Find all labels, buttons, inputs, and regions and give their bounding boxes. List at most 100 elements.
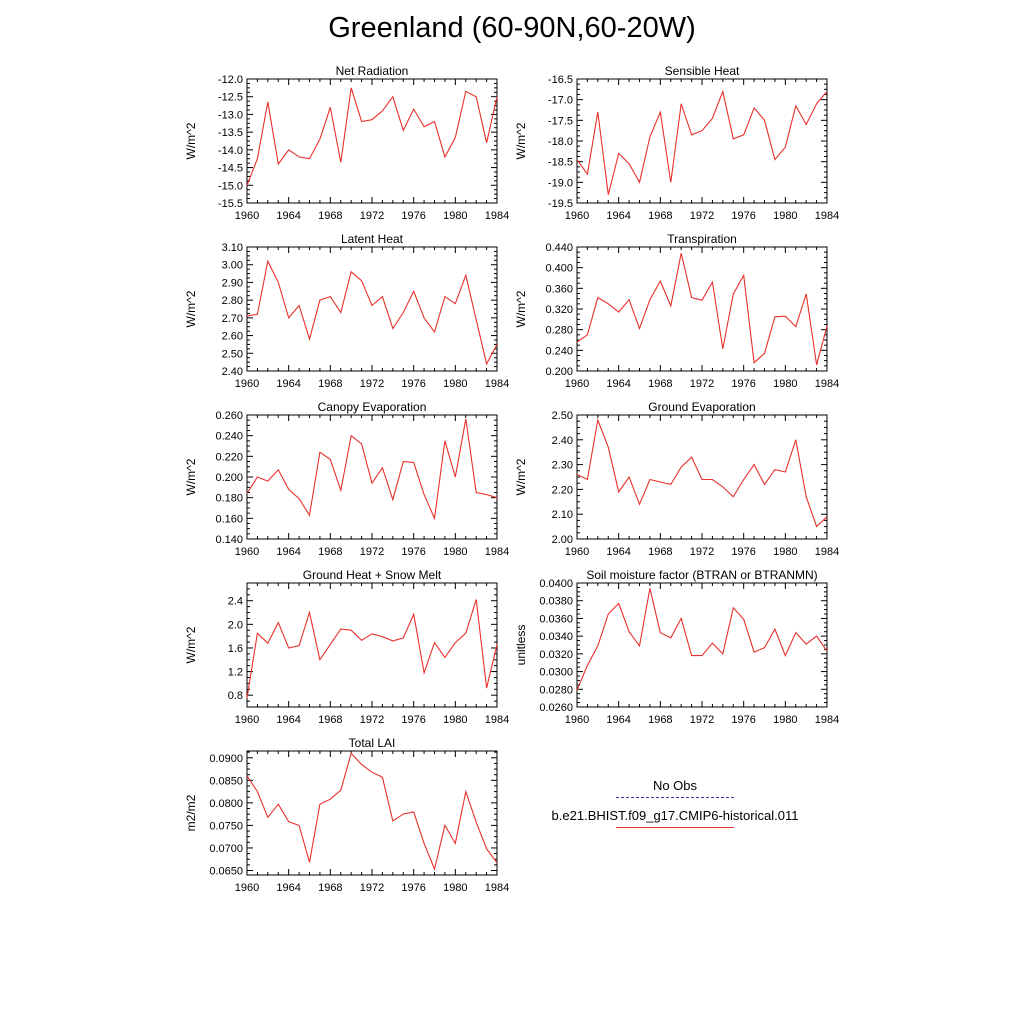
panel-8: 1960 1964 1968 1972 1976 1980 1984 0.0260 0.0280…: [514, 568, 839, 726]
x-tick-label: 1964: [276, 546, 300, 558]
y-tick-label: 0.0900: [209, 753, 243, 765]
y-tick-label: 2.50: [222, 348, 243, 360]
series-line: [246, 752, 498, 871]
page-title: Greenland (60-90N,60-20W): [328, 12, 696, 44]
panel-frame: [576, 414, 828, 540]
panel-frame: [576, 78, 828, 204]
panel-frame: [246, 414, 498, 540]
panel-title: Sensible Heat: [665, 64, 740, 78]
y-axis-label: W/m^2: [184, 626, 198, 663]
y-tick-label: 2.10: [552, 509, 573, 521]
series-line: [246, 87, 498, 186]
series-line: [576, 253, 828, 365]
y-tick-label: -19.5: [548, 198, 573, 210]
panel-frame: [246, 582, 498, 708]
x-tick-label: 1976: [731, 714, 755, 726]
x-tick-label: 1960: [565, 546, 589, 558]
x-tick-label: 1984: [815, 378, 839, 390]
x-tick-label: 1964: [276, 378, 300, 390]
y-tick-label: 0.200: [545, 366, 573, 378]
panel-title: Latent Heat: [341, 232, 404, 246]
panel-9: 1960 1964 1968 1972 1976 1980 1984 0.0650 0.0700…: [184, 736, 509, 894]
y-tick-label: 0.0340: [539, 631, 573, 643]
x-tick-label: 1968: [648, 546, 672, 558]
y-tick-label: 2.90: [222, 277, 243, 289]
y-axis-label: W/m^2: [184, 290, 198, 327]
x-tick-label: 1960: [235, 210, 259, 222]
x-tick-label: 1972: [690, 714, 714, 726]
y-tick-label: -13.5: [218, 127, 243, 139]
panel-4: 1960 1964 1968 1972 1976 1980 1984 0.200 0.240 0.…: [514, 232, 839, 390]
y-tick-label: 0.180: [215, 493, 243, 505]
x-tick-label: 1972: [360, 714, 384, 726]
x-tick-label: 1980: [443, 546, 467, 558]
y-tick-label: -12.5: [218, 92, 243, 104]
y-tick-label: 2.80: [222, 295, 243, 307]
y-tick-label: 1.6: [228, 643, 243, 655]
x-tick-label: 1964: [606, 210, 630, 222]
legend-obs-label: No Obs: [652, 778, 698, 793]
x-tick-label: 1972: [690, 210, 714, 222]
panel-frame: [246, 750, 498, 876]
y-tick-label: 0.0850: [209, 775, 243, 787]
y-axis-label: m2/m2: [184, 794, 198, 831]
panel-title: Net Radiation: [336, 64, 409, 78]
x-tick-label: 1976: [731, 378, 755, 390]
y-tick-label: 0.140: [215, 534, 243, 546]
x-tick-label: 1976: [401, 378, 425, 390]
x-tick-label: 1968: [648, 378, 672, 390]
y-tick-label: -12.0: [218, 74, 243, 86]
y-tick-label: 0.0400: [539, 578, 573, 590]
y-tick-label: 0.320: [545, 304, 573, 316]
x-tick-label: 1964: [606, 546, 630, 558]
x-tick-label: 1984: [815, 210, 839, 222]
y-tick-label: 0.220: [215, 451, 243, 463]
legend-model-line: [616, 827, 734, 828]
x-tick-label: 1976: [731, 210, 755, 222]
panel-title: Soil moisture factor (BTRAN or BTRANMN): [586, 568, 817, 582]
y-tick-label: 0.160: [215, 513, 243, 525]
y-tick-label: -14.0: [218, 145, 243, 157]
x-tick-label: 1984: [485, 210, 509, 222]
y-tick-label: -17.5: [548, 115, 573, 127]
legend: No Obs b.e21.BHIST.f09_g17.CMIP6-histori…: [530, 778, 820, 828]
y-tick-label: 0.8: [228, 690, 243, 702]
y-axis-label: W/m^2: [514, 122, 528, 159]
y-tick-label: 0.0300: [539, 667, 573, 679]
y-tick-label: 0.200: [215, 472, 243, 484]
panel-title: Canopy Evaporation: [318, 400, 427, 414]
y-tick-label: 2.4: [228, 596, 243, 608]
series-line: [576, 89, 828, 195]
y-axis-label: W/m^2: [184, 458, 198, 495]
x-tick-label: 1976: [401, 210, 425, 222]
y-tick-label: 2.40: [222, 366, 243, 378]
x-tick-label: 1980: [443, 210, 467, 222]
panel-3: 1960 1964 1968 1972 1976 1980 1984 2.40 2.50 2.60…: [184, 232, 509, 390]
panel-2: 1960 1964 1968 1972 1976 1980 1984 -19.5 -19.0 -1…: [514, 64, 839, 222]
x-tick-label: 1980: [443, 882, 467, 894]
series-line: [576, 417, 828, 528]
series-line: [246, 419, 498, 521]
x-tick-label: 1980: [773, 546, 797, 558]
x-tick-label: 1968: [318, 546, 342, 558]
x-tick-label: 1968: [648, 210, 672, 222]
y-tick-label: 0.0320: [539, 649, 573, 661]
panel-frame: [246, 246, 498, 372]
y-tick-label: 0.440: [545, 242, 573, 254]
panel-title: Ground Heat + Snow Melt: [303, 568, 442, 582]
x-tick-label: 1960: [565, 378, 589, 390]
y-tick-label: -18.0: [548, 136, 573, 148]
y-tick-label: 0.0280: [539, 684, 573, 696]
y-tick-label: -16.5: [548, 74, 573, 86]
x-tick-label: 1984: [815, 546, 839, 558]
y-axis-label: W/m^2: [514, 290, 528, 327]
legend-model-label: b.e21.BHIST.f09_g17.CMIP6-historical.011: [551, 808, 799, 823]
x-tick-label: 1980: [773, 714, 797, 726]
y-tick-label: 0.0380: [539, 596, 573, 608]
y-tick-label: 2.0: [228, 619, 243, 631]
x-tick-label: 1968: [648, 714, 672, 726]
panel-7: 1960 1964 1968 1972 1976 1980 1984 0.8 1.2 1.6 2.0…: [184, 568, 509, 726]
x-tick-label: 1972: [360, 546, 384, 558]
x-tick-label: 1964: [606, 378, 630, 390]
